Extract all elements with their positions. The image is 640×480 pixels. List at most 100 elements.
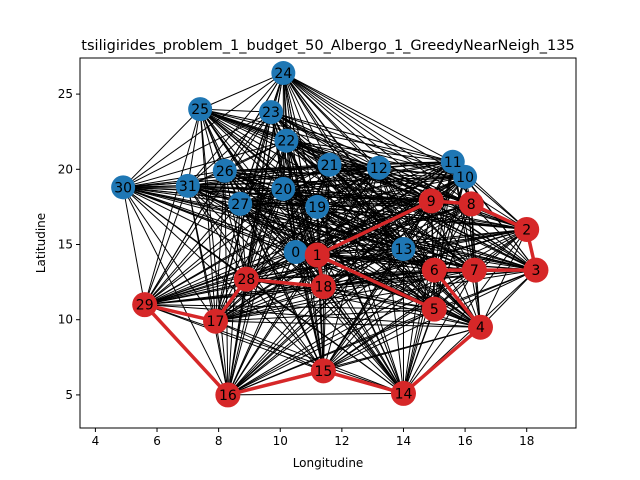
- visited-node: [310, 358, 336, 384]
- unvisited-node: [366, 155, 391, 180]
- unvisited-node: [111, 175, 136, 200]
- node-label: 28: [237, 272, 255, 288]
- graph-edge: [122, 187, 229, 396]
- y-tick-label: 5: [65, 388, 73, 402]
- graph-edge: [433, 203, 472, 271]
- x-axis-label: Longitudine: [293, 456, 364, 470]
- graph-edge: [322, 286, 404, 394]
- node-label: 16: [219, 388, 237, 404]
- route-edge: [142, 302, 230, 397]
- node-label: 5: [430, 302, 439, 318]
- graph-edge: [122, 187, 146, 305]
- graph-edge: [323, 203, 472, 372]
- graph-edge: [187, 185, 324, 288]
- graph-edge: [322, 248, 404, 372]
- graph-edge: [283, 72, 432, 202]
- x-tick-label: 10: [273, 434, 288, 448]
- unvisited-node: [440, 149, 465, 174]
- graph-edge: [239, 140, 287, 205]
- graph-edge: [322, 164, 331, 287]
- graph-edge: [224, 111, 272, 172]
- node-label: 4: [476, 320, 485, 336]
- graph-edge: [282, 72, 404, 250]
- graph-edge: [227, 392, 404, 396]
- graph-edge: [239, 72, 284, 205]
- unvisited-node: [305, 194, 330, 219]
- y-axis-label: Latitudine: [34, 213, 48, 273]
- graph-edge: [199, 109, 247, 280]
- graph-edge: [215, 203, 241, 322]
- graph-edge: [283, 72, 527, 230]
- graph-edge: [144, 254, 318, 306]
- unvisited-node: [188, 97, 213, 122]
- node-label: 14: [395, 386, 413, 402]
- graph-edge: [144, 161, 453, 306]
- node-label: 13: [395, 242, 413, 258]
- graph-edge: [270, 111, 432, 202]
- visited-node: [418, 188, 444, 214]
- graph-edge: [122, 186, 324, 288]
- node-label: 24: [274, 66, 292, 82]
- graph-edge: [286, 140, 453, 163]
- graph-edge: [187, 72, 284, 187]
- node-label: 22: [277, 134, 295, 150]
- graph-edge: [246, 278, 435, 310]
- graph-edge: [144, 185, 189, 305]
- node-label: 8: [467, 197, 476, 213]
- graph-edge: [227, 188, 284, 396]
- x-axis-ticks: 4 6 8 10 12 14 16 18: [92, 428, 534, 448]
- y-tick-label: 10: [58, 313, 73, 327]
- x-tick-label: 16: [457, 434, 472, 448]
- graph-edge: [227, 286, 324, 396]
- graph-edge: [144, 188, 284, 306]
- route-edge: [315, 253, 437, 311]
- graph-edge: [322, 164, 331, 371]
- node-label: 29: [136, 298, 154, 314]
- node-label: 0: [291, 245, 300, 261]
- graph-edge: [123, 186, 475, 271]
- node-label: 7: [470, 263, 479, 279]
- graph-edge: [270, 111, 318, 208]
- node-label: 2: [522, 222, 531, 238]
- node-label: 27: [231, 197, 249, 213]
- route-edge: [401, 325, 483, 396]
- graph-edge: [246, 206, 318, 280]
- node-label: 9: [427, 194, 436, 210]
- visited-node: [132, 292, 158, 318]
- graph-edge: [245, 164, 330, 280]
- node-label: 26: [216, 164, 234, 180]
- graph-edge: [270, 111, 404, 394]
- graph-edge: [215, 320, 404, 394]
- graph-edge: [433, 176, 466, 271]
- graph-edge: [199, 109, 217, 322]
- graph-edge: [283, 167, 379, 190]
- graph-edge: [480, 269, 537, 328]
- visited-node: [215, 382, 241, 408]
- graph-edge: [227, 279, 247, 395]
- route-edge: [321, 369, 406, 396]
- graph-edge: [144, 203, 241, 306]
- graph-edge: [323, 269, 435, 372]
- visited-node: [421, 296, 447, 322]
- graph-edge: [123, 186, 284, 190]
- unvisited-node: [274, 128, 299, 153]
- x-tick-label: 6: [153, 434, 161, 448]
- graph-edge: [452, 161, 481, 328]
- graph-edge: [122, 72, 284, 188]
- graph-edge: [215, 286, 324, 322]
- chart-title: tsiligirides_problem_1_budget_50_Albergo…: [81, 38, 574, 54]
- graph-edge: [144, 206, 318, 306]
- graph-edge: [227, 254, 318, 396]
- graph-edge: [224, 170, 247, 280]
- graph-edge: [122, 111, 272, 188]
- node-label: 1: [313, 248, 322, 264]
- node-label: 6: [430, 263, 439, 279]
- graph-edge: [144, 170, 226, 305]
- graph-edge: [282, 72, 318, 208]
- graph-edge: [239, 203, 247, 280]
- graph-edge: [239, 203, 324, 372]
- graph-edge: [224, 164, 330, 172]
- route-edge: [315, 199, 433, 257]
- graph-edge: [187, 111, 272, 187]
